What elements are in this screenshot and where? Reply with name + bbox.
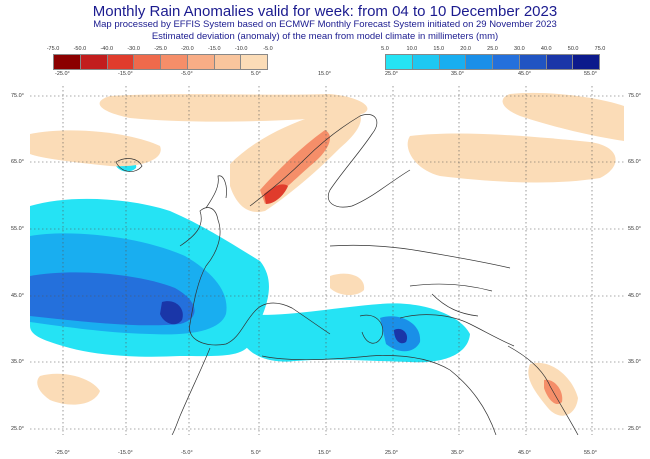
- longitude-label: -5.0°: [181, 450, 193, 456]
- longitude-label: 35.0°: [451, 450, 464, 456]
- latitude-label: 65.0°: [628, 159, 641, 165]
- anomaly-area-iberia-positive-peak: [160, 301, 183, 325]
- legend-color-swatch: [54, 55, 81, 69]
- legend-tick-label: -25.0: [154, 46, 167, 52]
- anomaly-area-atlantic-positive-high: [30, 272, 195, 326]
- legend-color-swatch: [187, 55, 215, 69]
- map-subtitle-description: Estimated deviation (anomaly) of the mea…: [151, 31, 499, 42]
- longitude-label: 25.0°: [385, 71, 398, 77]
- longitude-label: 25.0°: [385, 450, 398, 456]
- legend-color-swatch: [519, 55, 547, 69]
- latitude-label: 35.0°: [628, 359, 641, 365]
- legend-tick-label: 15.0: [433, 46, 445, 52]
- longitude-label: 45.0°: [518, 71, 531, 77]
- latitude-label: 35.0°: [11, 359, 24, 365]
- anomaly-map: [30, 86, 624, 435]
- latitude-label: 75.0°: [628, 93, 641, 99]
- longitude-label: 55.0°: [584, 450, 597, 456]
- anomaly-area-iceland-negative: [30, 130, 161, 167]
- legend-color-swatch: [546, 55, 574, 69]
- latitude-label: 45.0°: [11, 293, 24, 299]
- legend-tick-label: 20.0: [460, 46, 471, 52]
- positive-anomaly-legend: 5.0 10.0 15.0 20.0 25.0 30.0 40.0 50.0 75.0: [381, 46, 605, 70]
- legend-color-swatch: [134, 55, 161, 69]
- legend-color-swatch: [493, 55, 520, 69]
- longitude-label: -5.0°: [181, 71, 193, 77]
- anomaly-area-russia-negative: [407, 133, 616, 183]
- anomaly-area-aegean-positive-peak: [394, 328, 408, 344]
- latitude-label: 55.0°: [11, 226, 24, 232]
- legend-color-swatch: [439, 55, 467, 69]
- longitude-label: 45.0°: [518, 450, 531, 456]
- map-title: Monthly Rain Anomalies valid for week: f…: [92, 3, 558, 20]
- legend-tick-label: -30.0: [127, 46, 140, 52]
- legend-tick-label: 40.0: [540, 46, 552, 52]
- map-subtitle-processing: Map processed by EFFIS System based on E…: [93, 19, 557, 30]
- latitude-label: 65.0°: [11, 159, 24, 165]
- legend-tick-label: 30.0: [514, 46, 525, 52]
- longitude-label: 5.0°: [251, 450, 261, 456]
- legend-color-swatch: [107, 55, 135, 69]
- legend-tick-label: -5.0: [263, 46, 273, 52]
- longitude-label: 15.0°: [318, 71, 331, 77]
- legend-color-swatch: [412, 55, 440, 69]
- coastlines: [115, 114, 579, 435]
- legend-color-swatch: [241, 55, 267, 69]
- anomaly-area-balkans-negative: [330, 273, 365, 296]
- latitude-label: 25.0°: [11, 426, 24, 432]
- anomaly-area-siberia-negative: [502, 92, 624, 141]
- longitude-label: -15.0°: [118, 450, 133, 456]
- legend-color-swatch: [573, 55, 599, 69]
- longitude-label: -25.0°: [55, 71, 70, 77]
- graticule: [30, 86, 624, 435]
- legend-tick-label: -40.0: [100, 46, 114, 52]
- legend-tick-label: -15.0: [207, 46, 221, 52]
- longitude-label: 35.0°: [451, 71, 464, 77]
- anomaly-area-atlantic-south-negative: [37, 373, 100, 405]
- legend-color-swatch: [214, 55, 242, 69]
- negative-anomaly-legend: -75.0 -50.0 -40.0 -30.0 -25.0 -20.0 -15.0 -10.0…: [47, 46, 273, 70]
- latitude-label: 25.0°: [628, 426, 641, 432]
- legend-tick-label: -20.0: [181, 46, 194, 52]
- legend-tick-label: -75.0: [46, 46, 60, 52]
- latitude-label: 75.0°: [11, 93, 24, 99]
- legend-tick-label: 50.0: [567, 46, 579, 52]
- legend-tick-label: 25.0: [487, 46, 498, 52]
- legend-color-swatch: [161, 55, 188, 69]
- legend-tick-label: -10.0: [234, 46, 248, 52]
- anomaly-area-norway-negative-peak: [264, 184, 288, 204]
- anomaly-area-arctic-negative: [99, 94, 368, 122]
- longitude-label: 15.0°: [318, 450, 331, 456]
- longitude-label: 5.0°: [251, 71, 261, 77]
- legend-color-swatch: [466, 55, 493, 69]
- longitude-label: -25.0°: [55, 450, 70, 456]
- longitude-label: 55.0°: [584, 71, 597, 77]
- legend-tick-label: -50.0: [73, 46, 87, 52]
- legend-tick-label: 75.0: [594, 46, 606, 52]
- latitude-label: 45.0°: [628, 293, 641, 299]
- longitude-label: -15.0°: [118, 71, 133, 77]
- legend-tick-label: 5.0: [381, 46, 389, 52]
- legend-color-swatch: [386, 55, 413, 69]
- latitude-label: 55.0°: [628, 226, 641, 232]
- legend-color-swatch: [80, 55, 108, 69]
- legend-tick-label: 10.0: [406, 46, 418, 52]
